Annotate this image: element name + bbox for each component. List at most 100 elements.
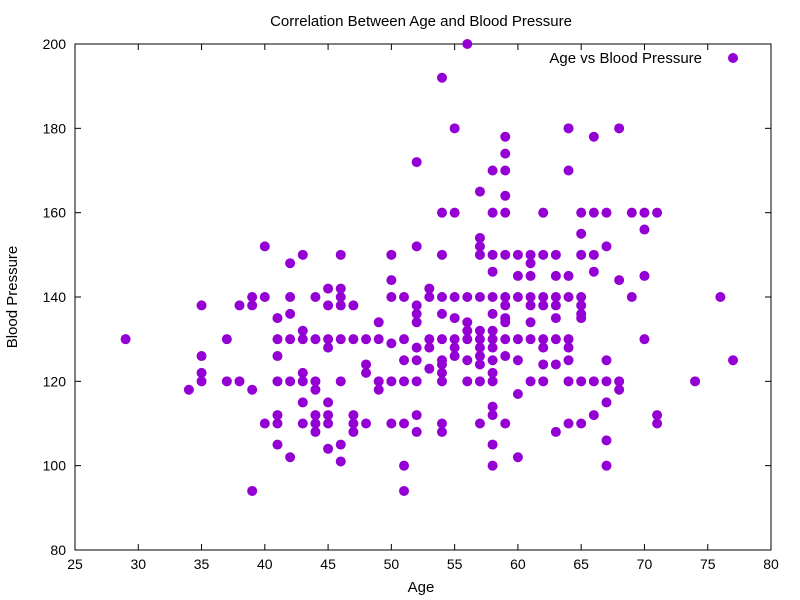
data-point	[525, 270, 536, 281]
data-point	[285, 292, 296, 302]
data-point	[487, 355, 498, 366]
data-point	[272, 418, 283, 429]
data-point	[411, 410, 422, 421]
data-point	[500, 207, 511, 218]
data-point	[399, 376, 410, 387]
data-point	[500, 131, 511, 142]
data-point	[614, 384, 625, 395]
data-point	[297, 367, 308, 378]
data-point	[424, 342, 435, 353]
data-point	[323, 300, 334, 311]
data-point	[487, 308, 498, 319]
data-point	[500, 317, 511, 328]
data-point	[361, 359, 372, 370]
y-tick-label: 120	[43, 373, 67, 389]
data-point	[487, 367, 498, 378]
data-point	[538, 376, 549, 387]
data-point	[588, 266, 599, 277]
data-point	[550, 292, 561, 302]
data-point	[348, 426, 359, 437]
data-point	[297, 397, 308, 408]
data-point	[550, 334, 561, 345]
data-point	[297, 418, 308, 429]
data-point	[500, 190, 511, 201]
data-point	[436, 359, 447, 370]
data-point	[373, 334, 384, 345]
data-point	[487, 439, 498, 450]
data-point	[297, 249, 308, 260]
data-point	[196, 367, 207, 378]
data-point	[411, 355, 422, 366]
data-point	[639, 334, 650, 345]
data-point	[487, 460, 498, 471]
data-point	[538, 292, 549, 302]
legend: Age vs Blood Pressure	[549, 50, 738, 67]
data-point	[538, 359, 549, 370]
x-tick-label: 65	[573, 556, 589, 572]
data-point	[373, 376, 384, 387]
data-point	[474, 359, 485, 370]
data-point	[196, 300, 207, 311]
data-point	[474, 342, 485, 353]
chart-title: Correlation Between Age and Blood Pressu…	[270, 13, 572, 30]
data-point	[512, 355, 523, 366]
data-point	[614, 376, 625, 387]
data-point	[361, 334, 372, 345]
data-point	[576, 207, 587, 218]
data-point	[639, 270, 650, 281]
data-point	[487, 292, 498, 302]
data-point	[525, 334, 536, 345]
data-point	[310, 418, 321, 429]
data-point	[576, 376, 587, 387]
x-axis-label: Age	[408, 579, 435, 596]
data-point	[259, 292, 270, 302]
data-point	[550, 270, 561, 281]
y-tick-label: 140	[43, 289, 67, 305]
data-point	[310, 292, 321, 302]
data-point	[462, 292, 473, 302]
data-point	[323, 342, 334, 353]
data-point	[335, 249, 346, 260]
data-point	[411, 300, 422, 311]
data-point	[525, 317, 536, 328]
data-point	[411, 157, 422, 168]
data-point	[487, 325, 498, 336]
data-point	[373, 317, 384, 328]
data-point	[335, 376, 346, 387]
data-point	[639, 207, 650, 218]
data-point	[449, 334, 460, 345]
data-point	[601, 376, 612, 387]
data-point	[563, 355, 574, 366]
data-point	[652, 410, 663, 421]
x-tick-label: 55	[447, 556, 463, 572]
data-point	[614, 123, 625, 134]
data-point	[601, 435, 612, 446]
data-point	[601, 460, 612, 471]
data-point	[272, 439, 283, 450]
data-point	[449, 207, 460, 218]
data-point	[500, 418, 511, 429]
data-point	[538, 249, 549, 260]
data-point	[361, 367, 372, 378]
data-point	[310, 376, 321, 387]
data-point	[196, 376, 207, 387]
data-point	[399, 292, 410, 302]
data-point	[512, 388, 523, 399]
data-point	[335, 283, 346, 294]
data-point	[576, 228, 587, 239]
data-point	[323, 283, 334, 294]
data-point	[424, 363, 435, 374]
data-point	[538, 207, 549, 218]
data-point	[474, 249, 485, 260]
data-point	[474, 334, 485, 345]
data-point	[576, 292, 587, 302]
data-point	[272, 351, 283, 362]
data-point	[361, 418, 372, 429]
y-axis-ticks: 80 100 120 140 160 180 200	[43, 36, 771, 558]
data-point	[715, 292, 726, 302]
data-point	[690, 376, 701, 387]
data-points	[120, 39, 739, 496]
data-point	[183, 384, 194, 395]
